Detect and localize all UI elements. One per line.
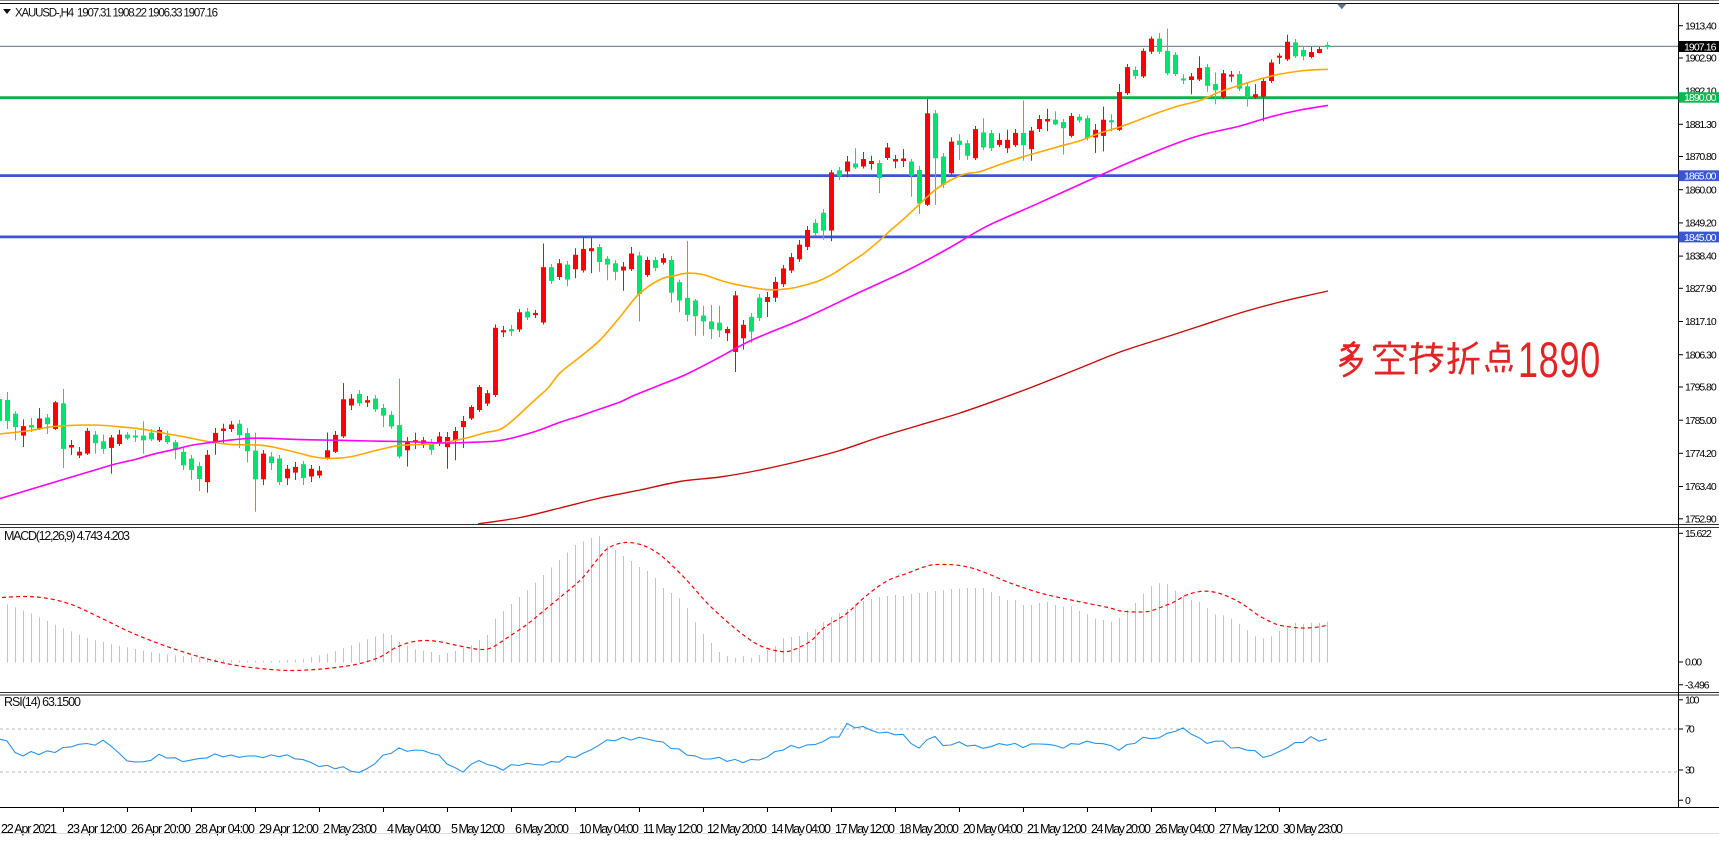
svg-text:1774.20: 1774.20 (1685, 448, 1717, 460)
svg-text:18 May 20:00: 18 May 20:00 (899, 822, 959, 836)
svg-text:28 Apr 04:00: 28 Apr 04:00 (195, 822, 255, 836)
svg-text:17 May 12:00: 17 May 12:00 (835, 822, 895, 836)
svg-text:1881.30: 1881.30 (1685, 119, 1717, 131)
svg-text:XAUUSD-,H4 1907.31 1908.22 19: XAUUSD-,H4 1907.31 1908.22 1906.33 1907.… (15, 8, 218, 20)
svg-text:10 May 04:00: 10 May 04:00 (579, 822, 639, 836)
svg-text:1763.40: 1763.40 (1685, 481, 1717, 493)
svg-text:26 Apr 20:00: 26 Apr 20:00 (131, 822, 191, 836)
svg-text:1890: 1890 (1518, 333, 1601, 388)
svg-text:14 May 04:00: 14 May 04:00 (771, 822, 831, 836)
svg-text:2 May 23:00: 2 May 23:00 (323, 822, 377, 836)
svg-text:15.622: 15.622 (1685, 528, 1712, 540)
svg-text:4 May 04:00: 4 May 04:00 (387, 822, 441, 836)
svg-text:30 May 23:00: 30 May 23:00 (1283, 822, 1343, 836)
svg-text:20 May 04:00: 20 May 04:00 (963, 822, 1023, 836)
svg-text:27 May 12:00: 27 May 12:00 (1219, 822, 1279, 836)
svg-text:1752.90: 1752.90 (1685, 513, 1717, 525)
svg-text:1849.20: 1849.20 (1685, 218, 1717, 230)
svg-text:1785.00: 1785.00 (1685, 415, 1717, 427)
svg-text:1838.40: 1838.40 (1685, 251, 1717, 263)
svg-text:MACD(12,26,9) 4.743 4.203: MACD(12,26,9) 4.743 4.203 (4, 529, 130, 543)
svg-text:11 May 12:00: 11 May 12:00 (643, 822, 703, 836)
svg-text:1795.80: 1795.80 (1685, 382, 1717, 394)
svg-text:0: 0 (1685, 795, 1691, 807)
svg-text:1907.16: 1907.16 (1684, 41, 1717, 53)
svg-text:1817.10: 1817.10 (1685, 316, 1717, 328)
svg-text:6 May 20:00: 6 May 20:00 (515, 822, 569, 836)
svg-text:RSI(14) 63.1500: RSI(14) 63.1500 (4, 695, 81, 709)
svg-text:1902.90: 1902.90 (1685, 53, 1717, 65)
svg-text:-3.496: -3.496 (1685, 679, 1710, 691)
svg-text:1890.00: 1890.00 (1684, 92, 1717, 104)
svg-text:70: 70 (1685, 724, 1695, 736)
svg-text:1913.40: 1913.40 (1685, 20, 1717, 32)
svg-text:12 May 20:00: 12 May 20:00 (707, 822, 767, 836)
svg-text:1860.00: 1860.00 (1685, 184, 1717, 196)
svg-text:1870.80: 1870.80 (1685, 151, 1717, 163)
svg-text:1827.90: 1827.90 (1685, 283, 1717, 295)
svg-text:1845.00: 1845.00 (1684, 232, 1717, 244)
svg-text:0.00: 0.00 (1685, 657, 1702, 669)
svg-text:22 Apr 2021: 22 Apr 2021 (1, 822, 57, 836)
svg-text:1865.00: 1865.00 (1684, 171, 1717, 183)
svg-text:23 Apr 12:00: 23 Apr 12:00 (67, 822, 127, 836)
svg-text:1806.30: 1806.30 (1685, 349, 1717, 361)
svg-text:5 May 12:00: 5 May 12:00 (451, 822, 505, 836)
svg-text:30: 30 (1685, 765, 1695, 777)
svg-text:29 Apr 12:00: 29 Apr 12:00 (259, 822, 319, 836)
svg-text:26 May 04:00: 26 May 04:00 (1155, 822, 1215, 836)
svg-text:24 May 20:00: 24 May 20:00 (1091, 822, 1151, 836)
svg-text:21 May 12:00: 21 May 12:00 (1027, 822, 1087, 836)
svg-text:100: 100 (1685, 694, 1700, 706)
